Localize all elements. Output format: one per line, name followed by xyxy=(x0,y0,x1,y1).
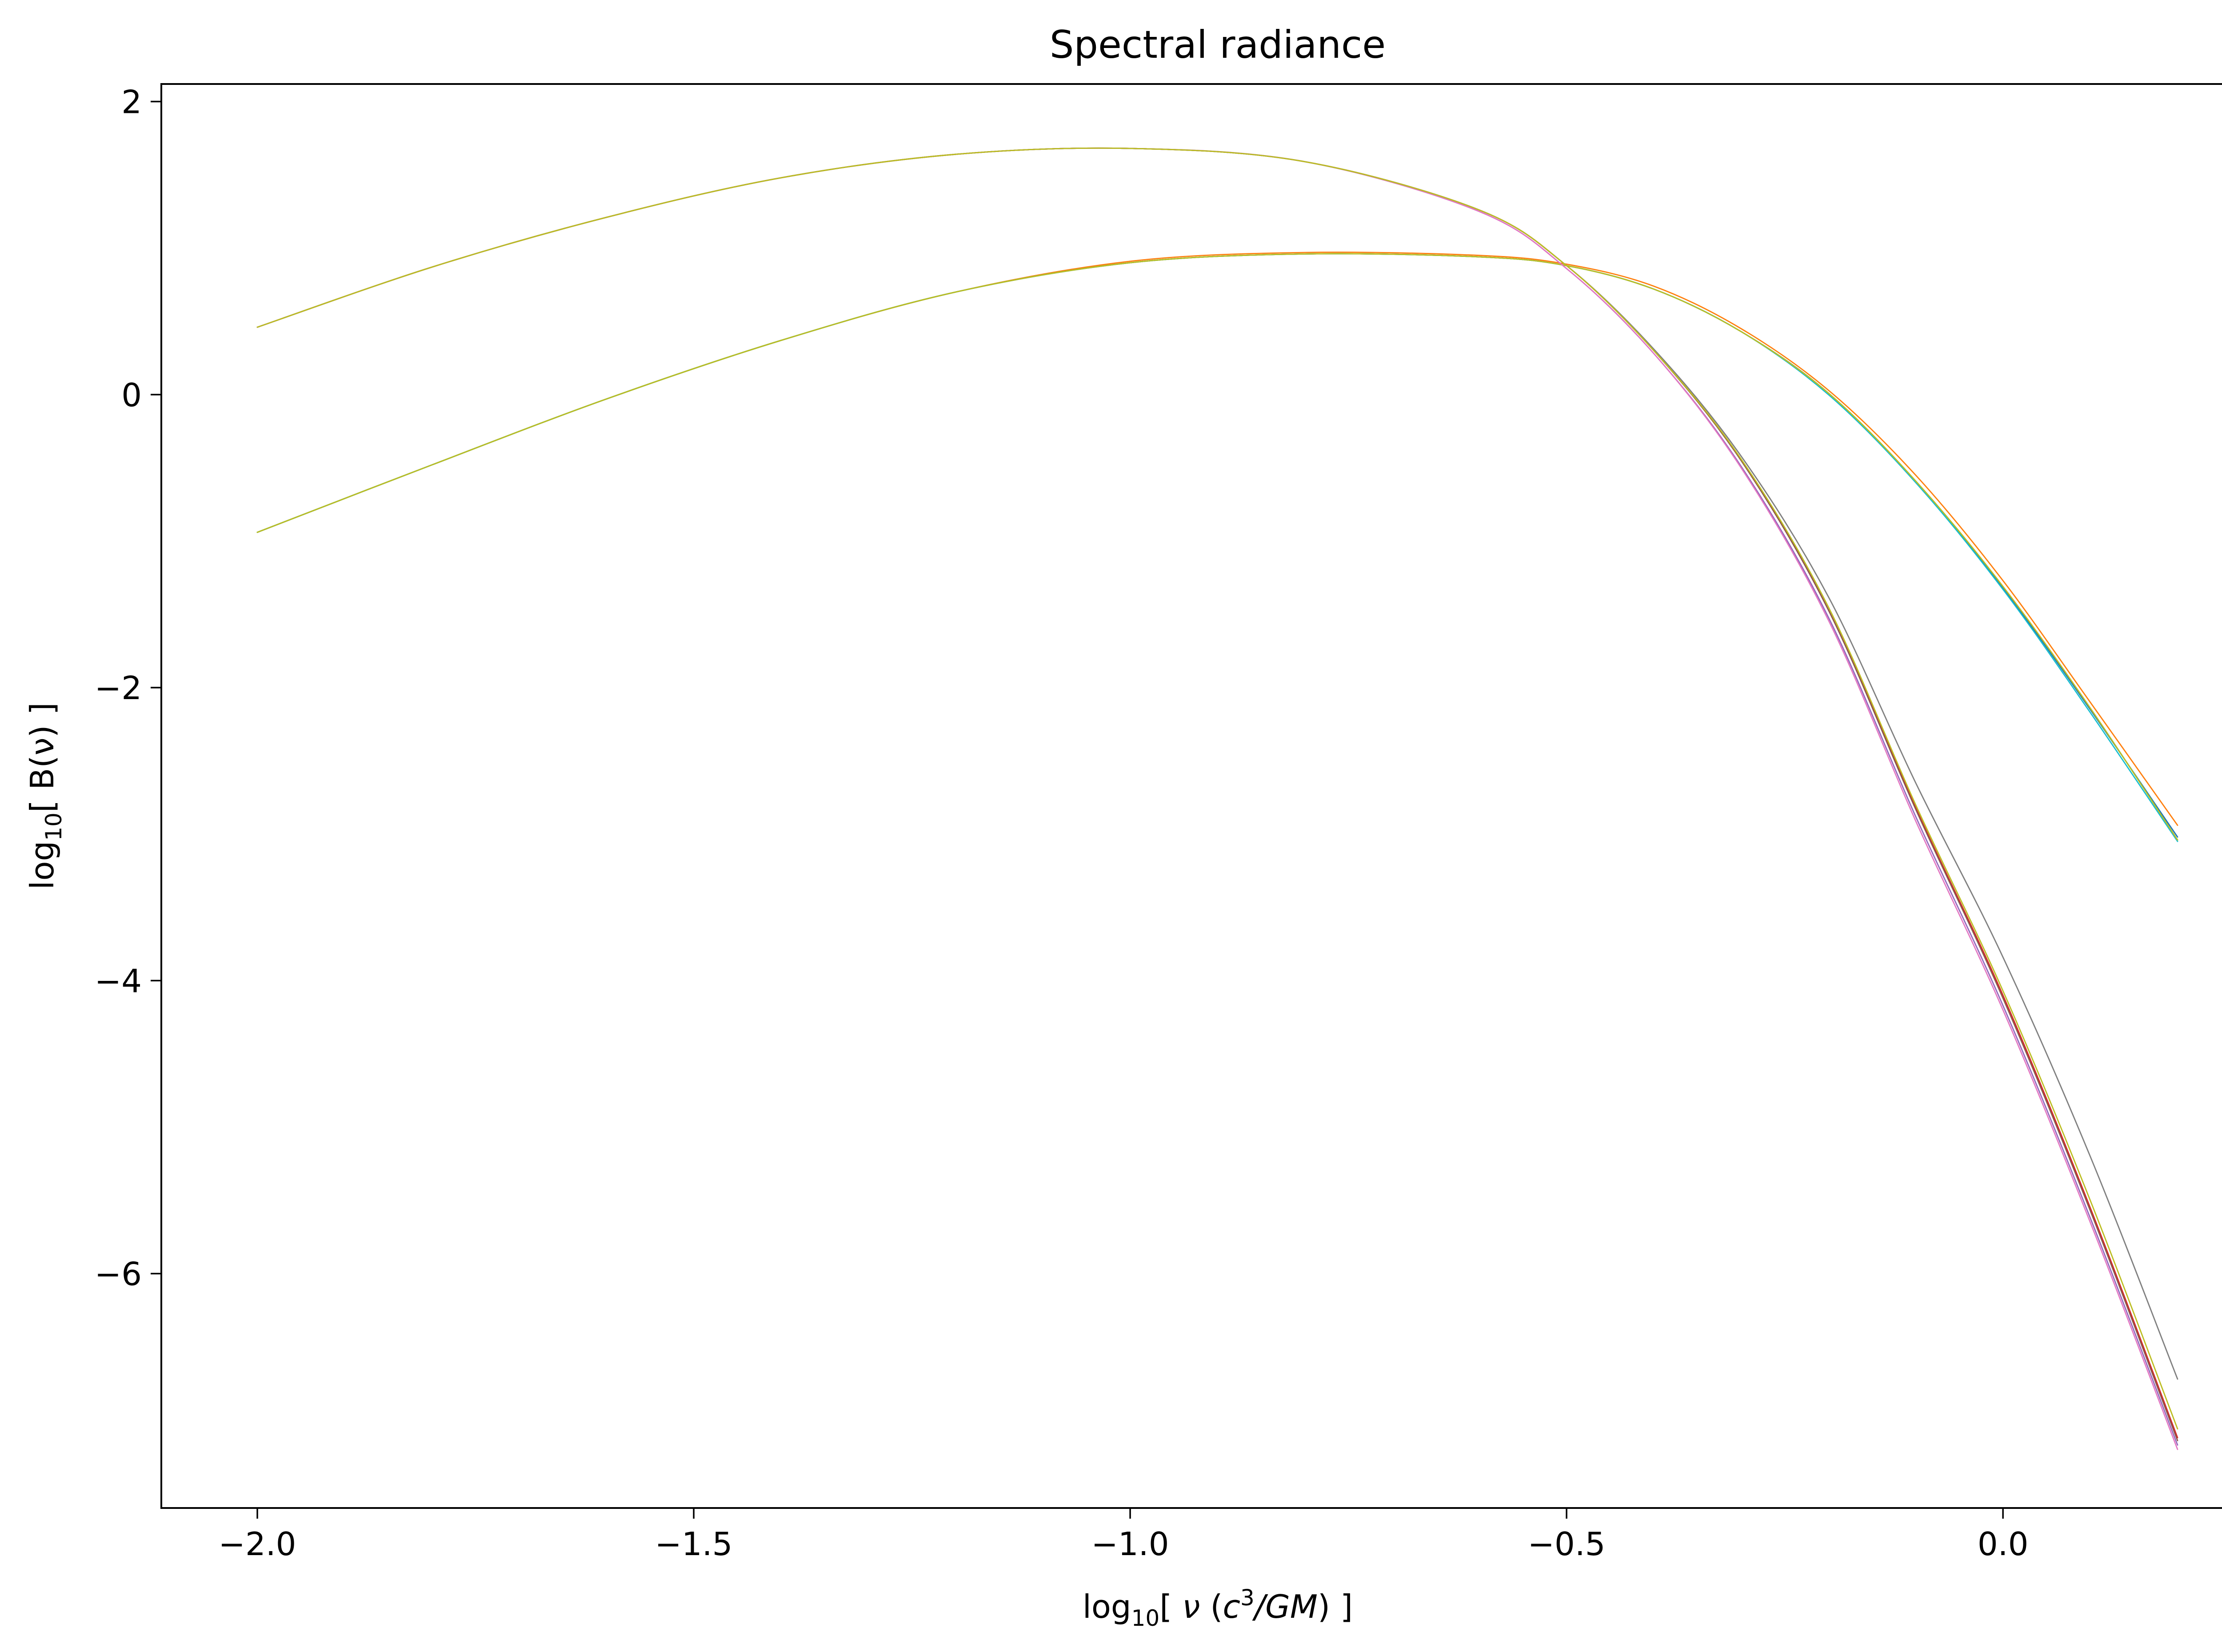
x-tick-label-5: 0.0 xyxy=(1978,1525,2029,1563)
series-line-5 xyxy=(256,253,2178,841)
y-label-prefix: log xyxy=(24,841,61,890)
series-line-10 xyxy=(256,147,2178,1380)
x-label-paren-open: ( xyxy=(1200,1588,1223,1625)
x-tick-label-2: −1.5 xyxy=(655,1525,733,1563)
x-label-close: ) ] xyxy=(1318,1588,1353,1625)
series-line-9 xyxy=(256,147,2178,1450)
x-label-nu: ν xyxy=(1182,1588,1200,1625)
x-axis: −2.0 −1.5 −1.0 −0.5 0.0 xyxy=(219,1508,2029,1563)
series-line-4 xyxy=(256,253,2178,842)
x-label-subscript: 10 xyxy=(1131,1605,1160,1631)
y-tick-label-1: 2 xyxy=(121,84,142,121)
series-line-7 xyxy=(256,147,2178,1446)
x-label-prefix: log xyxy=(1083,1588,1131,1625)
x-tick-label-1: −2.0 xyxy=(219,1525,296,1563)
y-label-subscript: 10 xyxy=(41,812,67,841)
series-line-8 xyxy=(256,147,2178,1441)
x-tick-label-4: −0.5 xyxy=(1528,1525,1606,1563)
x-label-open: [ xyxy=(1159,1588,1182,1625)
y-label-rest: [ B(ν) ] xyxy=(24,702,61,812)
x-label-c: c xyxy=(1223,1588,1240,1625)
y-tick-label-2: 0 xyxy=(121,376,142,414)
x-label-rest: /GM xyxy=(1252,1588,1318,1625)
y-tick-label-3: −2 xyxy=(95,669,142,707)
y-tick-label-5: −6 xyxy=(95,1256,142,1293)
series-line-6 xyxy=(256,147,2178,1439)
chart-title: Spectral radiance xyxy=(1050,23,1386,67)
series-line-3 xyxy=(256,253,2178,841)
series-line-11 xyxy=(256,147,2178,1430)
y-axis-label: log10[ B(ν) ] xyxy=(24,702,67,889)
x-axis-label: log10[ ν (c3/GM) ] xyxy=(1083,1585,1353,1631)
plot-frame xyxy=(160,83,2222,1509)
x-label-superscript: 3 xyxy=(1240,1585,1255,1611)
y-tick-label-4: −4 xyxy=(95,962,142,1000)
series-line-2 xyxy=(256,252,2178,826)
series-layer xyxy=(256,147,2178,1450)
y-axis: 2 0 −2 −4 −6 xyxy=(95,84,161,1293)
x-tick-label-3: −1.0 xyxy=(1091,1525,1169,1563)
